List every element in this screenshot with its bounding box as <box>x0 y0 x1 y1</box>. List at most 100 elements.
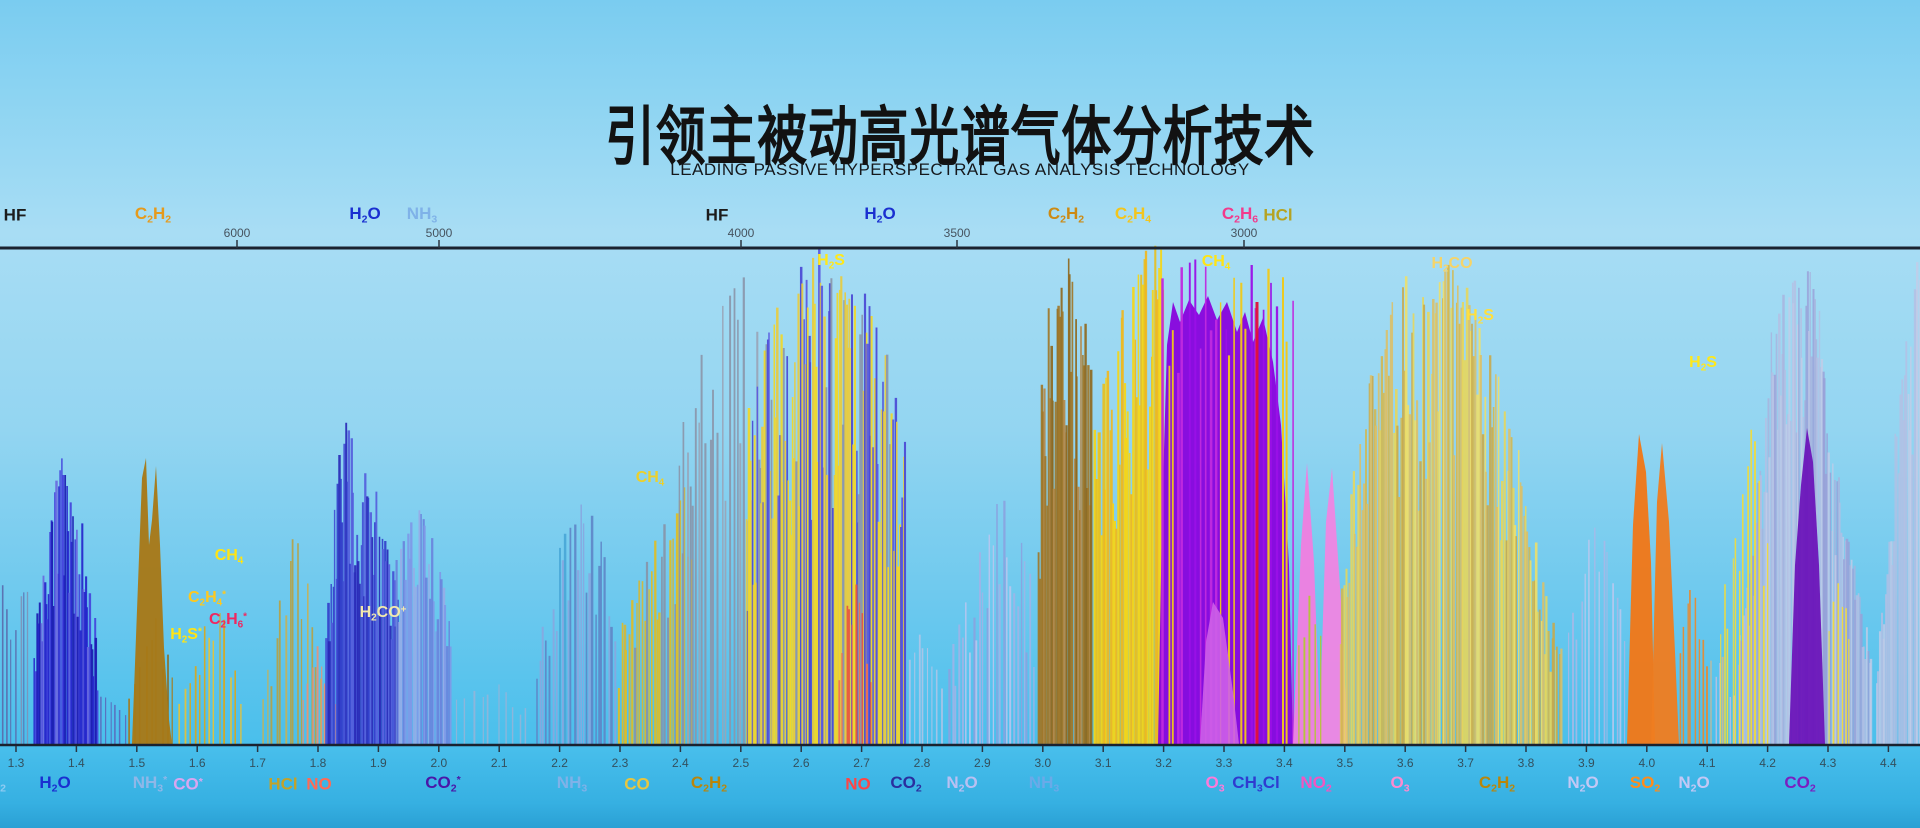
spectral-band-no-2p7 <box>838 584 872 744</box>
gas-label-NH3*: NH3* <box>132 772 168 795</box>
gas-label-O3: O3 <box>1205 772 1225 795</box>
gas-label-C2H2: C2H2 <box>1047 203 1085 226</box>
spectral-band-h2o-edge <box>1 585 29 744</box>
gas-label-H2CO: H2CO <box>1431 254 1473 275</box>
tick-label-wavelength: 3.2 <box>1155 756 1172 770</box>
spectral-band-n2o-nh3-2p9 <box>948 500 1035 744</box>
gas-label-O3: O3 <box>1390 772 1410 795</box>
spectral-band-h2s-co2-2p6 <box>745 247 907 744</box>
tick-label-wavelength: 1.8 <box>309 756 327 770</box>
tick-label-wavelength: 3.5 <box>1336 756 1354 770</box>
gas-label-CO2*: CO2* <box>425 772 461 795</box>
spectral-band-so2-lines <box>1679 590 1708 744</box>
gas-label-NO: NO <box>306 774 332 794</box>
spectral-band-h2o-1p87 <box>325 422 399 744</box>
spectral-band-n2o-3p9 <box>1567 527 1626 744</box>
gas-label-H2S: H2S <box>817 251 845 272</box>
gas-label-H2S*: H2S* <box>170 625 202 646</box>
gas-label-CH4: CH4 <box>214 546 244 567</box>
page-subtitle: LEADING PASSIVE HYPERSPECTRAL GAS ANALYS… <box>670 160 1250 179</box>
gas-label-CH3Cl: CH3Cl <box>1232 772 1280 795</box>
tick-label-wavelength: 1.7 <box>249 756 266 770</box>
gas-label-NH3: NH3 <box>1028 772 1060 795</box>
tick-label-wavelength: 3.0 <box>1034 756 1052 770</box>
gas-label-C2H2: C2H2 <box>1478 772 1516 795</box>
tick-label-wavelength: 3.9 <box>1578 756 1595 770</box>
tick-label-wavenumber: 4000 <box>727 226 755 240</box>
tick-label-wavelength: 1.9 <box>370 756 387 770</box>
gas-label-H2O: H2O <box>349 203 381 226</box>
tick-label-wavelength: 3.7 <box>1457 756 1474 770</box>
spectral-band-h2o-tail <box>100 696 127 744</box>
gas-label-CH4: CH4 <box>635 468 665 489</box>
top-axis <box>0 240 1920 250</box>
spectral-band-nh3-2p2 <box>536 504 617 744</box>
gas-label-NH3: NH3 <box>406 203 438 226</box>
gas-label-H2O: H2O <box>39 772 71 795</box>
spectral-band-co2-purple-blob <box>1789 428 1825 744</box>
tick-label-wavelength: 4.1 <box>1698 756 1716 770</box>
tick-label-wavelength: 2.8 <box>913 756 931 770</box>
gas-label-CH4: CH4 <box>1201 252 1231 273</box>
gas-label-HCl: HCl <box>268 774 298 794</box>
gas-label-C2H4*: C2H4* <box>187 588 227 609</box>
spectral-band-so2-hump-a <box>1627 434 1655 744</box>
gas-label-HCl: HCl <box>1263 205 1293 225</box>
gas-label-NO2: NO2 <box>1300 772 1332 795</box>
gas-label-HF: HF <box>3 205 27 225</box>
spectral-band-right-bell <box>1876 262 1920 744</box>
tick-label-wavelength: 2.4 <box>672 756 689 770</box>
gas-label-C2H4: C2H4 <box>1114 203 1152 226</box>
gas-label-NH3: NH3 <box>556 772 588 795</box>
gas-label-C2H2: C2H2 <box>134 203 172 226</box>
spectral-band-ch4-co-2p35 <box>617 486 693 744</box>
tick-label-wavelength: 4.3 <box>1819 756 1837 770</box>
spectral-band-hcl-1p75 <box>262 539 326 744</box>
spectral-band-h2o-1p38 <box>33 458 99 744</box>
gas-label-C2H6: C2H6 <box>1221 203 1259 226</box>
gas-label-H2O: H2O <box>864 203 896 226</box>
gas-label-CO2: CO2 <box>890 772 922 795</box>
spectral-band-h2o-1p95 <box>395 510 452 744</box>
spectral-band-ch4-3p15 <box>1093 245 1165 744</box>
tick-label-wavelength: 1.5 <box>128 756 146 770</box>
tick-label-wavelength: 3.1 <box>1094 756 1112 770</box>
gas-label-H2CO+: H2CO+ <box>359 603 407 624</box>
tick-label-wavelength: 2.7 <box>853 756 870 770</box>
tick-label-wavelength: 2.5 <box>732 756 750 770</box>
gas-label-N2O: N2O <box>946 772 978 795</box>
gas-label-C2H2: C2H2 <box>690 772 728 795</box>
tick-label-wavelength: 4.4 <box>1880 756 1897 770</box>
gas-label-NO: NO <box>845 774 871 794</box>
gas-label-N2O: N2O <box>1567 772 1599 795</box>
spectral-band-gap-2p8 <box>908 634 943 744</box>
tick-label-wavelength: 2.6 <box>792 756 810 770</box>
tick-label-wavelength: 1.6 <box>188 756 206 770</box>
bottom-axis <box>0 743 1920 752</box>
gas-label-H2S: H2S <box>1689 353 1717 374</box>
gas-label-C2H6*: C2H6* <box>208 610 248 631</box>
spectral-band-yellow-spikes <box>1720 429 1769 744</box>
spectral-band-gap-4p1 <box>1710 656 1736 744</box>
spectral-band-c2h2-3p0 <box>1037 258 1093 744</box>
gas-label-CO*: CO* <box>173 774 203 794</box>
spectral-band-nh3-co-block <box>132 458 172 744</box>
spectral-band-yellow-mid <box>1828 583 1850 744</box>
gas-label-CO: CO <box>624 774 650 794</box>
tick-label-wavelength: 2.2 <box>551 756 568 770</box>
tick-label-wavelength: 2.9 <box>974 756 991 770</box>
spectral-band-co2-2p05 <box>455 684 527 744</box>
tick-label-wavelength: 4.2 <box>1759 756 1776 770</box>
tick-label-wavelength: 2.0 <box>430 756 448 770</box>
tick-label-wavelength: 3.6 <box>1396 756 1414 770</box>
gas-label-N2O: N2O <box>1678 772 1710 795</box>
gas-label-HF: HF <box>705 205 729 225</box>
tick-label-wavelength: 4.0 <box>1638 756 1656 770</box>
tick-label-wavelength: 2.1 <box>490 756 508 770</box>
tick-label-wavelength: 3.8 <box>1517 756 1535 770</box>
spectral-band-orchid-patch <box>1200 602 1239 744</box>
tick-label-wavelength: 3.3 <box>1215 756 1233 770</box>
gas-label-H2S: H2S <box>1466 306 1494 327</box>
